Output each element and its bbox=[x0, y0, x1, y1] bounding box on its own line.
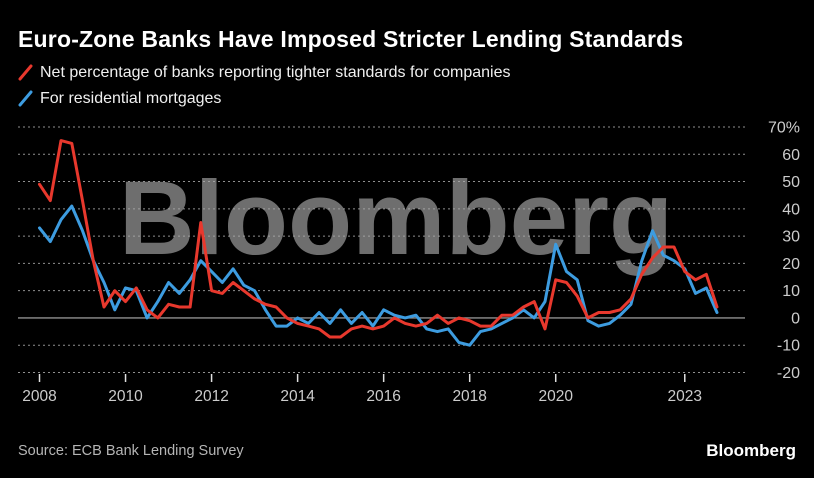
y-tick-label: 20 bbox=[782, 256, 800, 273]
x-tick-label: 2020 bbox=[538, 388, 573, 405]
legend-item-companies: Net percentage of banks reporting tighte… bbox=[18, 61, 511, 84]
x-tick-label: 2018 bbox=[452, 388, 486, 405]
y-tick-label: -10 bbox=[777, 338, 800, 355]
series-lines bbox=[38, 139, 719, 347]
y-tick-label: 40 bbox=[782, 201, 800, 218]
y-tick-label: 60 bbox=[782, 147, 800, 164]
x-tick-label: 2023 bbox=[668, 388, 702, 405]
y-tick-label: -20 bbox=[777, 365, 800, 382]
y-tick-label: 30 bbox=[782, 229, 800, 246]
x-tick-label: 2008 bbox=[22, 388, 56, 405]
legend: Net percentage of banks reporting tighte… bbox=[18, 61, 511, 110]
x-tick-label: 2012 bbox=[194, 388, 228, 405]
x-axis-ticks bbox=[38, 374, 686, 382]
blue-slash-icon bbox=[18, 90, 33, 107]
legend-item-mortgages: For residential mortgages bbox=[18, 87, 511, 110]
x-tick-label: 2010 bbox=[108, 388, 143, 405]
series-line-companies bbox=[38, 139, 719, 339]
gridlines bbox=[18, 126, 745, 373]
x-tick-label: 2016 bbox=[366, 388, 400, 405]
bloomberg-watermark: Bloomberg bbox=[118, 160, 674, 277]
x-axis-labels: 2008 2010 2012 2014 2016 2018 2020 2023 bbox=[22, 388, 702, 405]
y-tick-label: 0 bbox=[791, 310, 800, 327]
y-tick-label: 70% bbox=[768, 120, 800, 137]
x-tick-label: 2014 bbox=[280, 388, 315, 405]
chart-title: Euro-Zone Banks Have Imposed Stricter Le… bbox=[18, 26, 684, 52]
series-line-mortgages bbox=[38, 204, 719, 347]
y-tick-label: 50 bbox=[782, 174, 800, 191]
bloomberg-logo: Bloomberg bbox=[706, 441, 796, 460]
red-slash-icon bbox=[18, 64, 33, 81]
y-axis-labels: 70% 60 50 40 30 20 10 0 -10 -20 bbox=[768, 120, 800, 383]
y-tick-label: 10 bbox=[782, 283, 800, 300]
source-note: Source: ECB Bank Lending Survey bbox=[18, 443, 244, 459]
legend-label-companies: Net percentage of banks reporting tighte… bbox=[40, 63, 511, 81]
legend-label-mortgages: For residential mortgages bbox=[40, 89, 222, 107]
